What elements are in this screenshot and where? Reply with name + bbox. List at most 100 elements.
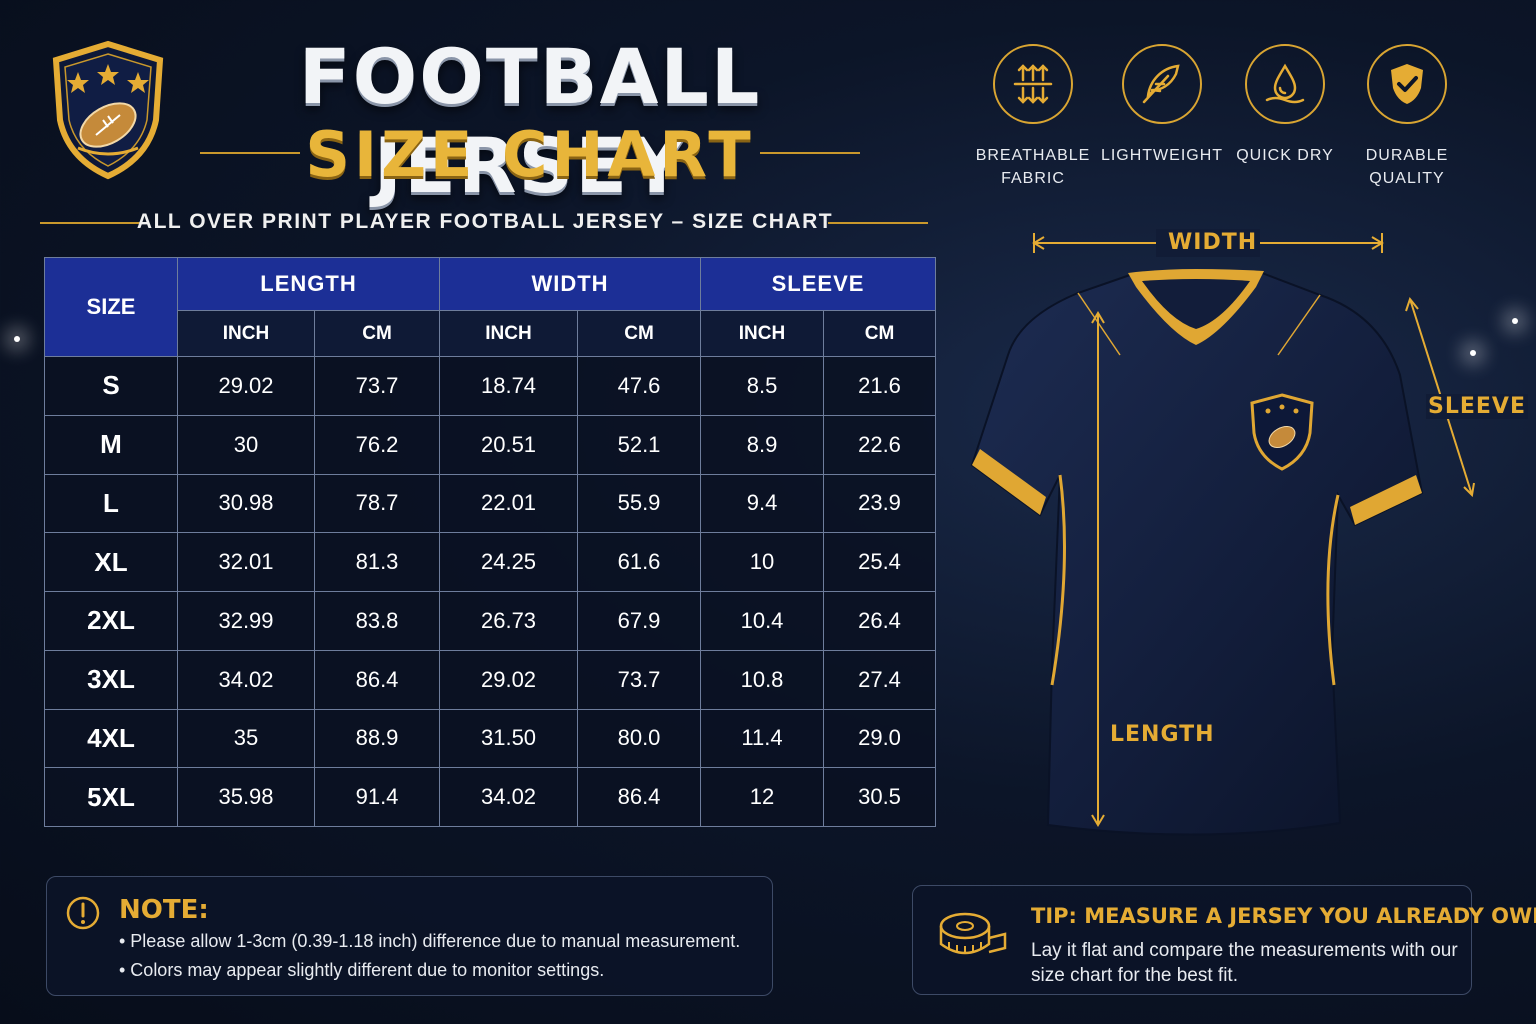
airflow-arrows-icon: [993, 44, 1073, 124]
table-row: L 30.98 78.7 22.01 55.9 9.4 23.9: [44, 473, 937, 534]
table-cell: 24.25: [439, 532, 579, 592]
length-column-header: LENGTH: [176, 257, 441, 311]
table-cell: 20.51: [439, 414, 579, 475]
note-item: • Please allow 1-3cm (0.39-1.18 inch) di…: [119, 931, 741, 951]
unit-header: INCH: [700, 310, 825, 357]
note-box: NOTE: • Please allow 1-3cm (0.39-1.18 in…: [46, 876, 773, 996]
table-cell: 26.4: [823, 591, 937, 651]
table-cell: 32.99: [177, 591, 315, 651]
chart-subtitle: ALL OVER PRINT PLAYER FOOTBALL JERSEY – …: [136, 210, 834, 233]
table-row: 3XL 34.02 86.4 29.02 73.7 10.8 27.4: [44, 649, 937, 710]
table-row: S 29.02 73.7 18.74 47.6 8.5 21.6: [44, 356, 937, 416]
unit-header: INCH: [439, 310, 579, 357]
table-cell: 10.4: [700, 591, 825, 651]
stadium-light: [1470, 350, 1476, 356]
table-cell: 52.1: [577, 414, 702, 475]
unit-header: CM: [823, 310, 937, 357]
football-shield-logo: [52, 40, 164, 180]
table-cell: 86.4: [577, 767, 702, 827]
tip-text: Lay it flat and compare the measurements…: [1031, 940, 1458, 986]
table-row: M 30 76.2 20.51 52.1 8.9 22.6: [44, 414, 937, 475]
table-cell: 22.6: [823, 414, 937, 475]
stadium-light: [14, 336, 20, 342]
measuring-tape-icon: [939, 912, 1007, 955]
table-cell: 35.98: [177, 767, 315, 827]
size-cell: S: [44, 356, 178, 416]
table-cell: 83.8: [313, 591, 441, 651]
table-row: 4XL 35 88.9 31.50 80.0 11.4 29.0: [44, 708, 937, 769]
table-cell: 12: [700, 767, 825, 827]
size-cell: 3XL: [44, 649, 178, 710]
length-label: LENGTH: [1110, 722, 1215, 747]
note-item: • Colors may appear slightly different d…: [119, 960, 605, 980]
table-cell: 27.4: [823, 649, 937, 710]
table-cell: 30.98: [177, 473, 315, 534]
table-cell: 73.7: [313, 356, 441, 416]
feature-lightweight: LIGHTWEIGHT: [1097, 44, 1227, 167]
water-drop-icon: [1245, 44, 1325, 124]
feature-label: DURABLE QUALITY: [1365, 147, 1449, 187]
feature-label: QUICK DRY: [1236, 147, 1334, 164]
alert-icon: [66, 896, 100, 930]
table-cell: 11.4: [700, 708, 825, 769]
table-cell: 23.9: [823, 473, 937, 534]
table-cell: 32.01: [177, 532, 315, 592]
table-cell: 61.6: [577, 532, 702, 592]
table-cell: 10: [700, 532, 825, 592]
unit-header: CM: [313, 310, 441, 357]
table-cell: 26.73: [439, 591, 579, 651]
table-cell: 91.4: [313, 767, 441, 827]
table-cell: 29.0: [823, 708, 937, 769]
shield-check-icon: [1367, 44, 1447, 124]
table-cell: 8.9: [700, 414, 825, 475]
table-cell: 10.8: [700, 649, 825, 710]
divider-line: [760, 152, 860, 154]
size-column-header: SIZE: [44, 257, 178, 357]
table-cell: 67.9: [577, 591, 702, 651]
unit-header: CM: [577, 310, 702, 357]
table-cell: 30: [177, 414, 315, 475]
feather-icon: [1122, 44, 1202, 124]
divider-line: [40, 222, 140, 224]
size-cell: L: [44, 473, 178, 534]
table-cell: 8.5: [700, 356, 825, 416]
feature-quick-dry: QUICK DRY: [1220, 44, 1350, 167]
table-cell: 55.9: [577, 473, 702, 534]
tip-title: TIP: MEASURE A JERSEY YOU ALREADY OWN: [1031, 904, 1536, 928]
width-column-header: WIDTH: [439, 257, 702, 311]
table-cell: 86.4: [313, 649, 441, 710]
table-cell: 18.74: [439, 356, 579, 416]
feature-label: BREATHABLE FABRIC: [975, 147, 1091, 187]
table-cell: 30.5: [823, 767, 937, 827]
sleeve-column-header: SLEEVE: [700, 257, 937, 311]
stadium-light: [1512, 318, 1518, 324]
table-cell: 21.6: [823, 356, 937, 416]
size-cell: 2XL: [44, 591, 178, 651]
table-cell: 9.4: [700, 473, 825, 534]
table-cell: 29.02: [177, 356, 315, 416]
width-label: WIDTH: [1168, 230, 1258, 255]
size-cell: XL: [44, 532, 178, 592]
table-cell: 29.02: [439, 649, 579, 710]
table-cell: 76.2: [313, 414, 441, 475]
table-row: 2XL 32.99 83.8 26.73 67.9 10.4 26.4: [44, 591, 937, 651]
divider-line: [828, 222, 928, 224]
size-cell: M: [44, 414, 178, 475]
jersey-diagram: [970, 229, 1475, 836]
table-cell: 81.3: [313, 532, 441, 592]
feature-durable: DURABLE QUALITY: [1342, 44, 1472, 190]
table-cell: 31.50: [439, 708, 579, 769]
table-unit-row: INCH CM INCH CM INCH CM: [45, 310, 937, 357]
table-header-row: SIZE LENGTH WIDTH SLEEVE: [44, 257, 937, 357]
table-cell: 34.02: [439, 767, 579, 827]
table-cell: 73.7: [577, 649, 702, 710]
table-row: XL 32.01 81.3 24.25 61.6 10 25.4: [44, 532, 937, 592]
size-cell: 4XL: [44, 708, 178, 769]
unit-header: INCH: [177, 310, 315, 357]
table-cell: 35: [177, 708, 315, 769]
table-cell: 22.01: [439, 473, 579, 534]
table-cell: 88.9: [313, 708, 441, 769]
divider-line: [200, 152, 300, 154]
page-title: FOOTBALL JERSEY: [298, 32, 762, 210]
tip-box: TIP: MEASURE A JERSEY YOU ALREADY OWN La…: [912, 885, 1536, 995]
